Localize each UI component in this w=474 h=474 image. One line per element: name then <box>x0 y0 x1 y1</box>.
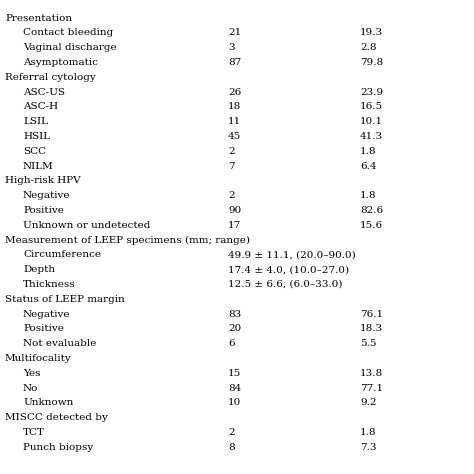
Text: 6: 6 <box>228 339 235 348</box>
Text: 1.8: 1.8 <box>360 147 376 156</box>
Text: 15: 15 <box>228 369 241 378</box>
Text: 13.8: 13.8 <box>360 369 383 378</box>
Text: 76.1: 76.1 <box>360 310 383 319</box>
Text: No: No <box>23 383 38 392</box>
Text: 23.9: 23.9 <box>360 88 383 97</box>
Text: Circumference: Circumference <box>23 250 101 259</box>
Text: MISCC detected by: MISCC detected by <box>5 413 108 422</box>
Text: Punch biopsy: Punch biopsy <box>23 443 93 452</box>
Text: 2.8: 2.8 <box>360 43 376 52</box>
Text: 8: 8 <box>228 443 235 452</box>
Text: 17.4 ± 4.0, (10.0–27.0): 17.4 ± 4.0, (10.0–27.0) <box>228 265 349 274</box>
Text: Vaginal discharge: Vaginal discharge <box>23 43 117 52</box>
Text: Status of LEEP margin: Status of LEEP margin <box>5 295 125 304</box>
Text: 9.2: 9.2 <box>360 398 376 407</box>
Text: 41.3: 41.3 <box>360 132 383 141</box>
Text: 1.8: 1.8 <box>360 428 376 437</box>
Text: LSIL: LSIL <box>23 117 48 126</box>
Text: 87: 87 <box>228 58 241 67</box>
Text: 17: 17 <box>228 221 241 230</box>
Text: Multifocality: Multifocality <box>5 354 72 363</box>
Text: Contact bleeding: Contact bleeding <box>23 28 113 37</box>
Text: 10.1: 10.1 <box>360 117 383 126</box>
Text: 16.5: 16.5 <box>360 102 383 111</box>
Text: Asymptomatic: Asymptomatic <box>23 58 98 67</box>
Text: 77.1: 77.1 <box>360 383 383 392</box>
Text: 1.8: 1.8 <box>360 191 376 200</box>
Text: 3: 3 <box>228 43 235 52</box>
Text: Presentation: Presentation <box>5 14 72 23</box>
Text: 2: 2 <box>228 147 235 156</box>
Text: TCT: TCT <box>23 428 45 437</box>
Text: Depth: Depth <box>23 265 55 274</box>
Text: Negative: Negative <box>23 310 71 319</box>
Text: SCC: SCC <box>23 147 46 156</box>
Text: 90: 90 <box>228 206 241 215</box>
Text: Not evaluable: Not evaluable <box>23 339 96 348</box>
Text: 83: 83 <box>228 310 241 319</box>
Text: 18: 18 <box>228 102 241 111</box>
Text: 12.5 ± 6.6, (6.0–33.0): 12.5 ± 6.6, (6.0–33.0) <box>228 280 343 289</box>
Text: 82.6: 82.6 <box>360 206 383 215</box>
Text: 26: 26 <box>228 88 241 97</box>
Text: Referral cytology: Referral cytology <box>5 73 96 82</box>
Text: 19.3: 19.3 <box>360 28 383 37</box>
Text: Unknown or undetected: Unknown or undetected <box>23 221 150 230</box>
Text: 2: 2 <box>228 191 235 200</box>
Text: ASC-H: ASC-H <box>23 102 58 111</box>
Text: 15.6: 15.6 <box>360 221 383 230</box>
Text: Thickness: Thickness <box>23 280 76 289</box>
Text: Yes: Yes <box>23 369 40 378</box>
Text: 49.9 ± 11.1, (20.0–90.0): 49.9 ± 11.1, (20.0–90.0) <box>228 250 356 259</box>
Text: HSIL: HSIL <box>23 132 50 141</box>
Text: Negative: Negative <box>23 191 71 200</box>
Text: 7.3: 7.3 <box>360 443 376 452</box>
Text: Positive: Positive <box>23 206 64 215</box>
Text: 79.8: 79.8 <box>360 58 383 67</box>
Text: 6.4: 6.4 <box>360 162 376 171</box>
Text: 2: 2 <box>228 428 235 437</box>
Text: 84: 84 <box>228 383 241 392</box>
Text: Measurement of LEEP specimens (mm; range): Measurement of LEEP specimens (mm; range… <box>5 236 250 245</box>
Text: 21: 21 <box>228 28 241 37</box>
Text: 20: 20 <box>228 324 241 333</box>
Text: High-risk HPV: High-risk HPV <box>5 176 81 185</box>
Text: Positive: Positive <box>23 324 64 333</box>
Text: NILM: NILM <box>23 162 54 171</box>
Text: 45: 45 <box>228 132 241 141</box>
Text: 7: 7 <box>228 162 235 171</box>
Text: ASC-US: ASC-US <box>23 88 65 97</box>
Text: Unknown: Unknown <box>23 398 73 407</box>
Text: 11: 11 <box>228 117 241 126</box>
Text: 10: 10 <box>228 398 241 407</box>
Text: 5.5: 5.5 <box>360 339 376 348</box>
Text: 18.3: 18.3 <box>360 324 383 333</box>
